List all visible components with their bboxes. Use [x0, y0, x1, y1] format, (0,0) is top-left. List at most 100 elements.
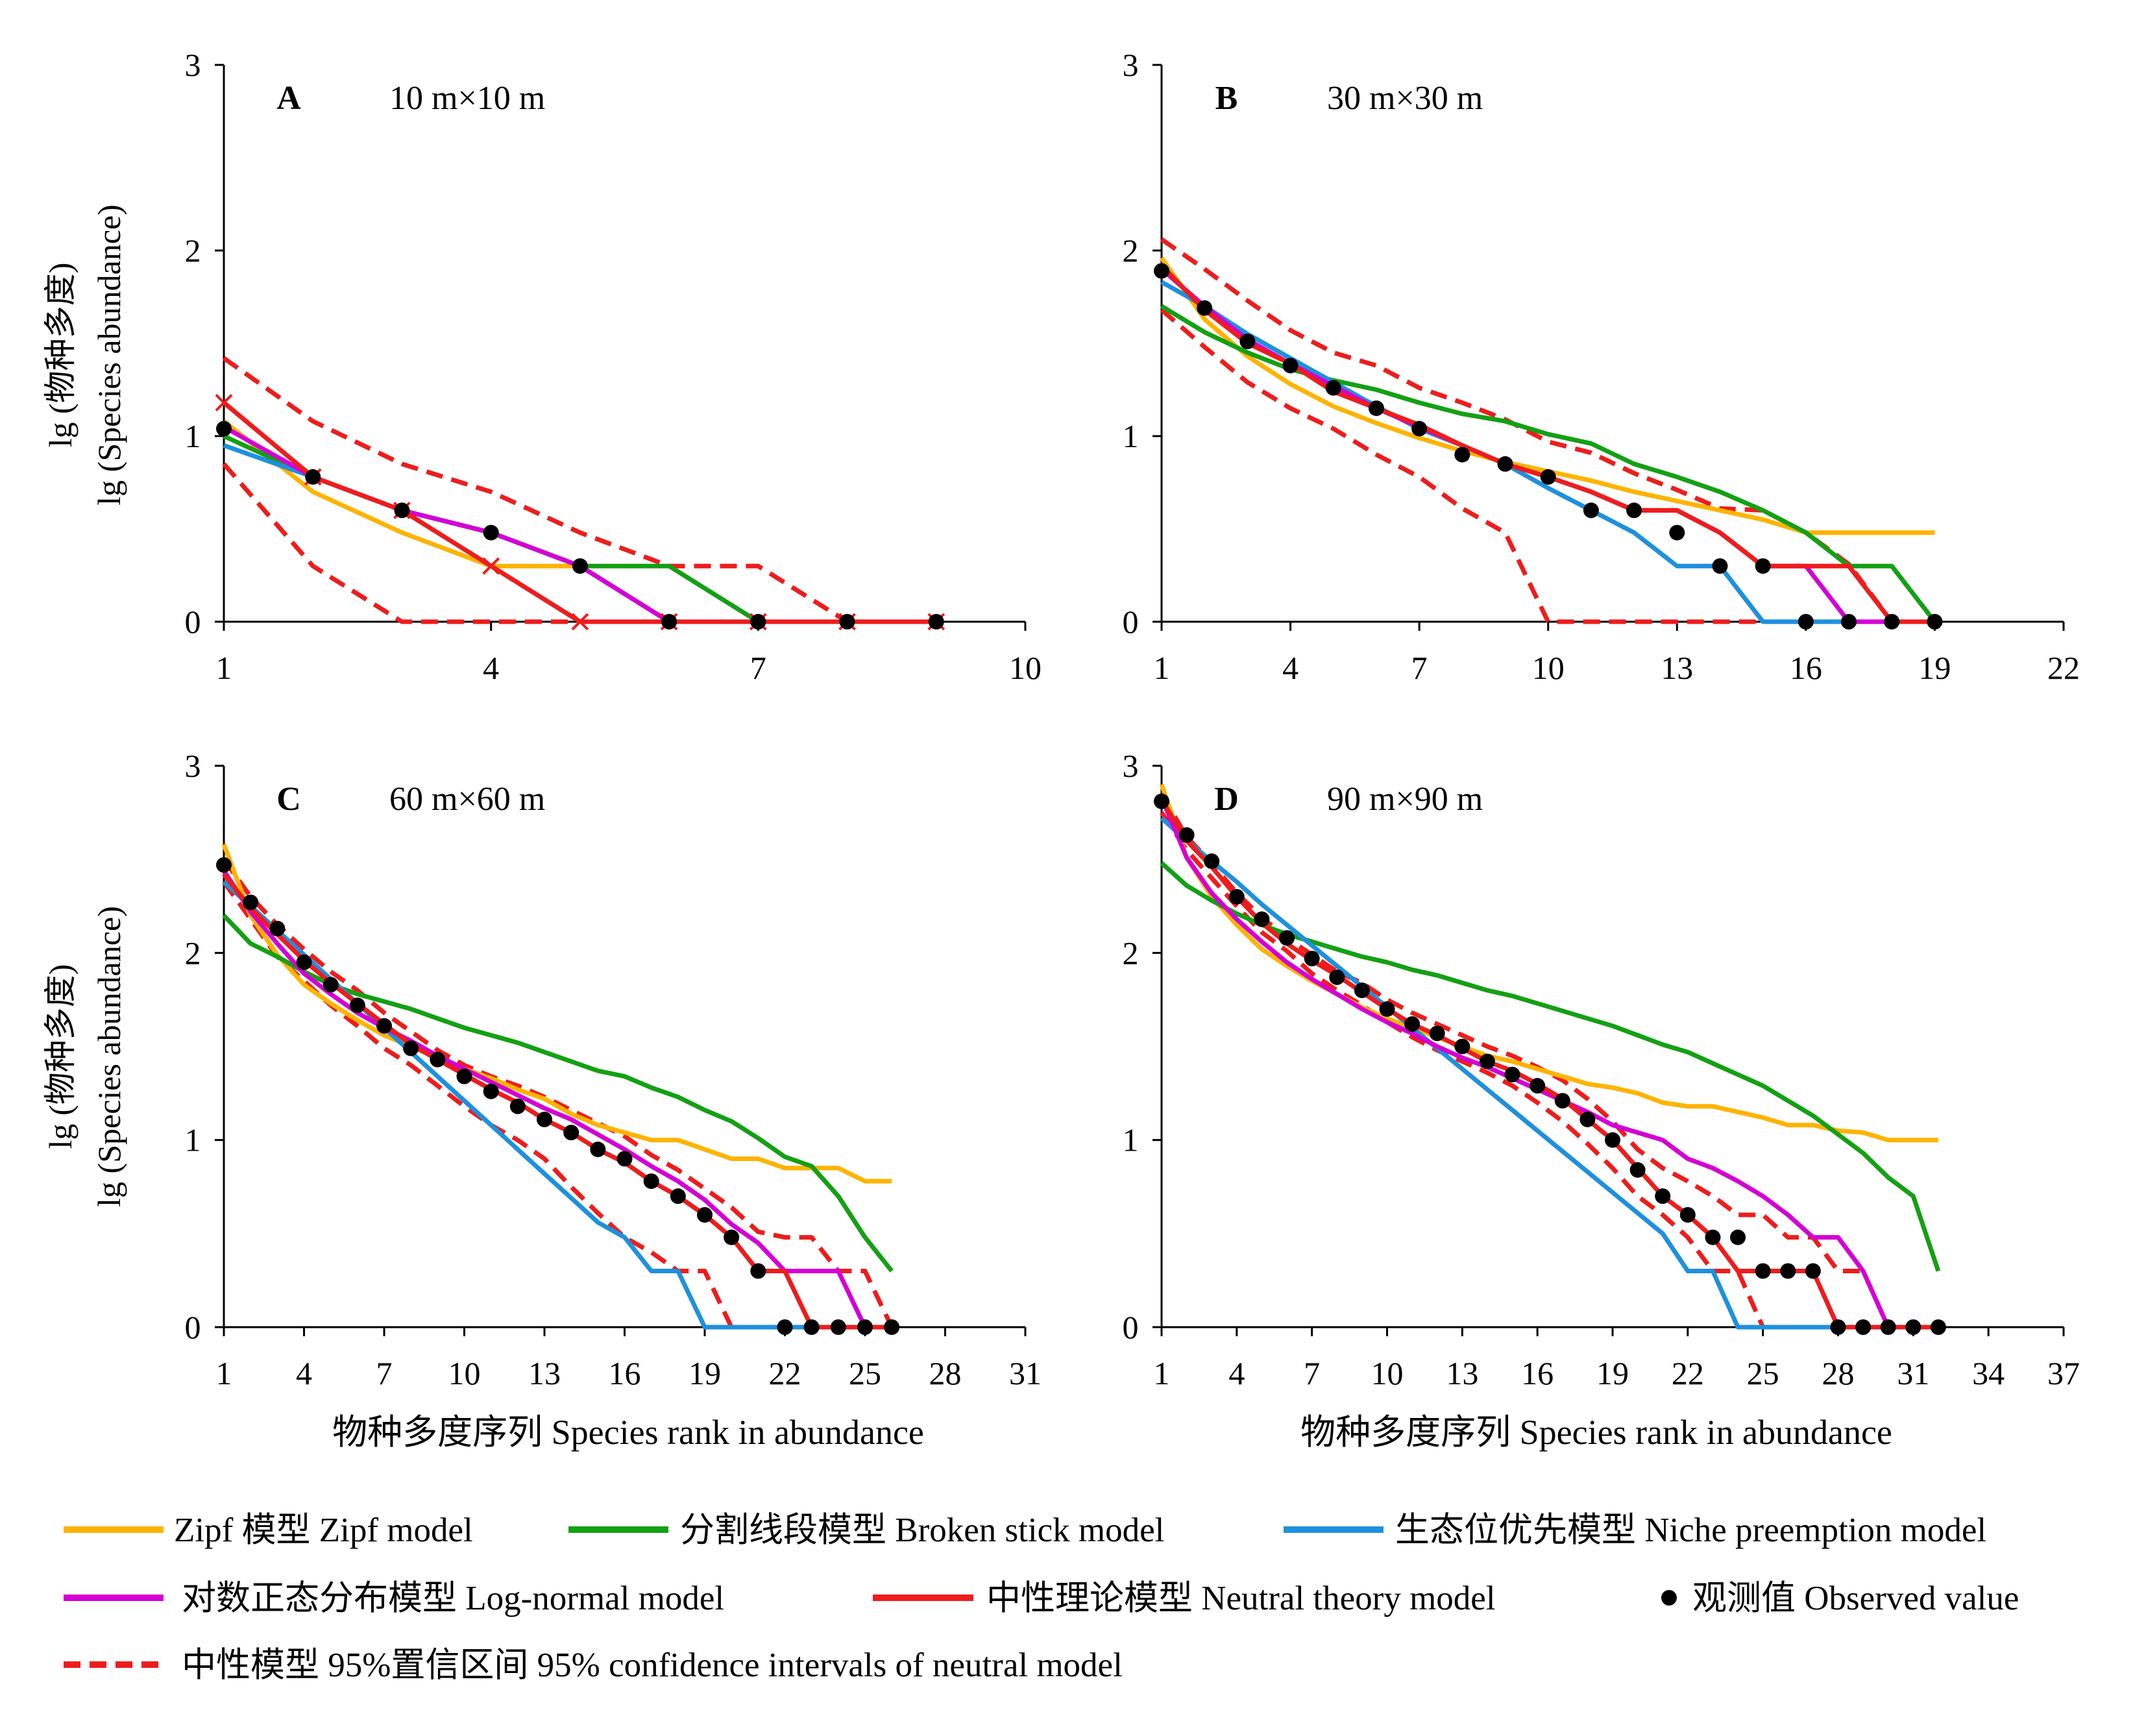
x-tick-label-d: 16: [1521, 1355, 1554, 1391]
y-axis-title-en-bottom: lg (Species abundance): [91, 906, 127, 1207]
observed-point-d: [1780, 1263, 1796, 1279]
observed-point-b: [1755, 558, 1771, 574]
x-tick-label-c: 28: [929, 1355, 962, 1391]
observed-point-b: [1583, 502, 1599, 519]
x-tick-label-b: 4: [1282, 650, 1299, 686]
neutral-x-marker-a: [571, 613, 589, 631]
observed-point-a: [483, 524, 499, 541]
observed-point-b: [1669, 524, 1685, 541]
observed-point-a: [928, 614, 944, 630]
observed-point-a: [661, 614, 677, 630]
observed-point-c: [483, 1083, 499, 1099]
legend-item-lognormal: 对数正态分布模型 Log-normal model: [64, 1580, 724, 1617]
x-tick-label-b: 16: [1790, 650, 1822, 686]
observed-point-b: [1927, 614, 1943, 630]
observed-point-d: [1554, 1093, 1570, 1109]
observed-point-b: [1712, 558, 1728, 574]
series-line-lognormal-a: [223, 424, 936, 624]
series-line-ci-upper-a: [222, 356, 936, 624]
x-tick-label-c: 22: [769, 1355, 801, 1391]
x-tick-label-c: 7: [376, 1355, 393, 1391]
observed-point-c: [643, 1173, 659, 1190]
x-marker-stroke: [571, 613, 589, 631]
observed-point-d: [1855, 1319, 1872, 1335]
y-tick-label-b: 0: [1123, 604, 1139, 640]
series-line-zipf-c: [221, 843, 892, 1184]
x-tick-label-b: 7: [1411, 650, 1428, 686]
legend-item-zipf: Zipf 模型 Zipf model: [64, 1511, 473, 1549]
observed-point-b: [1282, 358, 1299, 374]
legend-item-broken-stick: 分割线段模型 Broken stick model: [568, 1511, 1164, 1549]
legend-item-observed: 观测值 Observed value: [1661, 1580, 2019, 1617]
observed-point-d: [1504, 1066, 1520, 1082]
observed-point-b: [1325, 380, 1341, 396]
observed-point-c: [403, 1040, 419, 1057]
observed-point-c: [269, 920, 286, 936]
observed-point-c: [590, 1142, 606, 1158]
x-tick-label-d: 7: [1304, 1355, 1320, 1391]
panel-letter-c: C: [276, 781, 301, 818]
y-tick-label-c: 3: [185, 748, 201, 784]
legend-item-niche: 生态位优先模型 Niche preemption model: [1284, 1511, 1986, 1549]
x-tick-label-d: 37: [2047, 1355, 2080, 1391]
y-axis-title-en-top: lg (Species abundance): [91, 204, 127, 506]
series-line-lognormal-c: [222, 869, 892, 1330]
panel-scale-b: 30 m×30 m: [1327, 80, 1483, 117]
observed-point-c: [616, 1151, 633, 1167]
observed-point-b: [1626, 502, 1642, 519]
observed-point-c: [243, 894, 259, 911]
panel-scale-d: 90 m×90 m: [1327, 781, 1483, 818]
observed-point-d: [1254, 911, 1270, 927]
observed-point-d: [1679, 1207, 1696, 1223]
neutral-x-marker-a: [482, 557, 500, 575]
observed-point-d: [1379, 1001, 1395, 1017]
x-tick-label-c: 19: [689, 1355, 721, 1391]
y-tick-label-d: 0: [1123, 1309, 1139, 1345]
x-tick-label-c: 13: [528, 1355, 561, 1391]
observed-point-d: [1429, 1025, 1445, 1042]
x-tick-label-d: 22: [1672, 1355, 1704, 1391]
observed-point-d: [1454, 1038, 1470, 1055]
y-axis-title-zh-top: lg (物种多度): [42, 263, 79, 448]
y-tick-label-a: 3: [185, 47, 201, 83]
y-tick-label-a: 2: [185, 232, 201, 269]
x-axis-title-left: 物种多度序列 Species rank in abundance: [332, 1413, 924, 1452]
observed-point-c: [697, 1207, 713, 1223]
observed-point-d: [1605, 1132, 1620, 1148]
x-tick-label-d: 19: [1596, 1355, 1629, 1391]
legend-label-ci: 中性模型 95%置信区间 95% confidence intervals of…: [182, 1646, 1123, 1684]
observed-point-b: [1411, 421, 1428, 437]
observed-point-d: [1228, 888, 1245, 905]
observed-point-d: [1579, 1111, 1596, 1127]
series-line-ci-lower-a: [222, 462, 936, 624]
x-tick-label-b: 22: [2047, 650, 2080, 686]
observed-point-c: [857, 1319, 873, 1335]
observed-point-c: [376, 1018, 392, 1034]
observed-point-d: [1154, 793, 1169, 809]
observed-point-b: [1884, 614, 1900, 630]
observed-point-c: [750, 1263, 766, 1279]
observed-point-d: [1930, 1319, 1946, 1335]
observed-point-d: [1204, 853, 1220, 870]
observed-point-a: [750, 614, 766, 630]
y-tick-label-c: 1: [185, 1122, 201, 1158]
y-tick-label-d: 3: [1123, 748, 1139, 784]
neutral-x-marker-a: [215, 394, 233, 411]
series-line-niche-b: [1160, 280, 1935, 624]
observed-point-d: [1755, 1263, 1771, 1279]
series-line-zipf-d: [1159, 783, 1938, 1143]
x-tick-label-a: 1: [216, 650, 232, 686]
observed-point-c: [296, 954, 312, 970]
x-tick-label-c: 10: [448, 1355, 481, 1391]
observed-point-a: [839, 614, 855, 630]
x-tick-label-d: 31: [1897, 1355, 1929, 1391]
observed-point-d: [1705, 1229, 1721, 1245]
y-tick-label-b: 2: [1123, 232, 1139, 269]
y-tick-label-a: 0: [185, 604, 201, 640]
x-tick-label-d: 28: [1822, 1355, 1855, 1391]
x-tick-label-d: 1: [1154, 1355, 1170, 1391]
x-marker-stroke: [482, 557, 500, 575]
